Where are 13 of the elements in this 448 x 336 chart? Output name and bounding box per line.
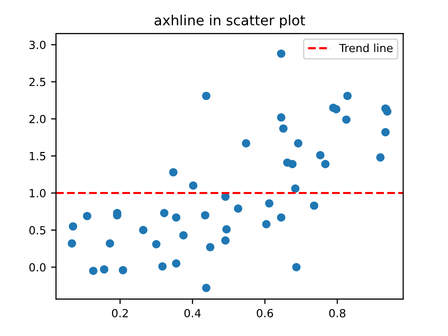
x-tick-label: 0.8 — [329, 308, 346, 318]
x-tick-label: 0.4 — [184, 308, 201, 318]
x-tick-label: 0.2 — [112, 308, 128, 318]
y-tick-label: 2.5 — [29, 78, 46, 86]
y-tick-label: 2.0 — [29, 114, 46, 124]
x-tick-label: 0.6 — [256, 308, 274, 318]
y-tick-label: 3.0 — [29, 40, 46, 50]
chart-title: axhline in scatter plot — [154, 14, 306, 28]
y-tick-label: 1.0 — [30, 188, 46, 198]
y-tick-label: 0.5 — [29, 226, 46, 234]
y-tick-label: 0.0 — [29, 263, 46, 272]
y-tick-label: 1.5 — [30, 152, 46, 160]
legend-label: Trend line — [339, 44, 393, 52]
